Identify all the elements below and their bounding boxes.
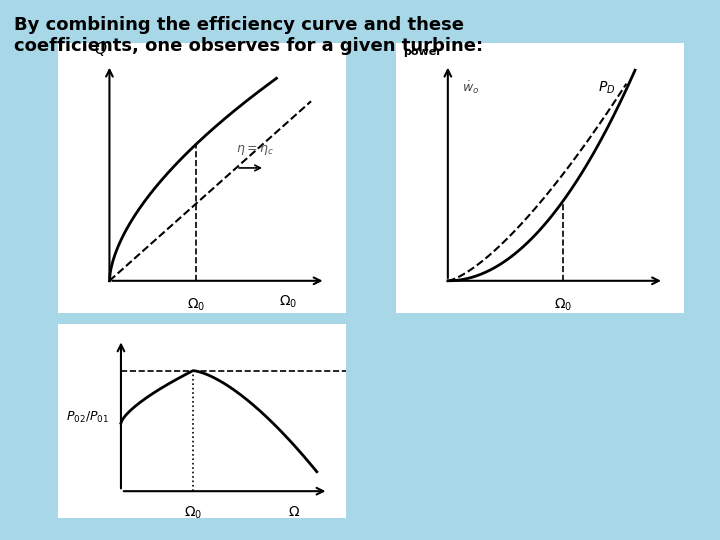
- Text: $P_D$: $P_D$: [598, 80, 615, 96]
- Text: $\Omega$: $\Omega$: [288, 505, 300, 519]
- Text: $\Omega_0$: $\Omega_0$: [186, 297, 205, 313]
- Text: $\Omega_0$: $\Omega_0$: [279, 294, 297, 310]
- Text: By combining the efficiency curve and these
coefficients, one observes for a giv: By combining the efficiency curve and th…: [14, 16, 484, 55]
- Text: Q: Q: [95, 42, 107, 57]
- Text: $\Omega_0$: $\Omega_0$: [554, 297, 572, 313]
- Text: $\Omega_0$: $\Omega_0$: [184, 505, 202, 521]
- Text: $\eta = \eta_c$: $\eta = \eta_c$: [236, 143, 274, 157]
- Text: power: power: [403, 46, 442, 57]
- Text: $\dot{w}_o$: $\dot{w}_o$: [462, 79, 480, 96]
- Text: $P_{02}/P_{01}$: $P_{02}/P_{01}$: [66, 410, 109, 425]
